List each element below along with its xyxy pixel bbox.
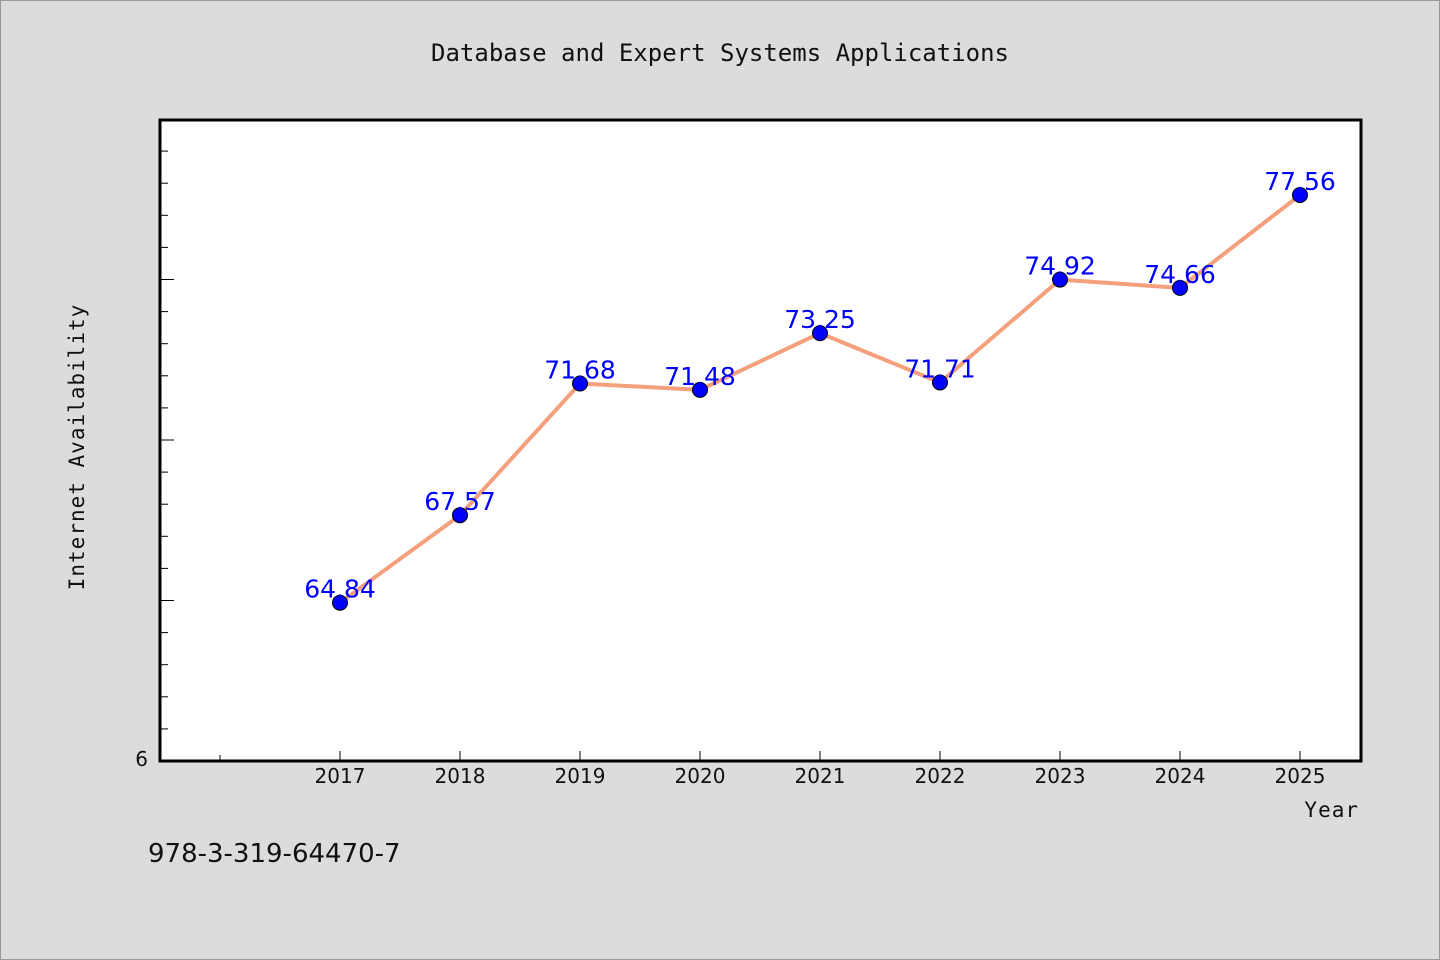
data-point	[1172, 279, 1188, 296]
x-tick-label: 2018	[435, 764, 486, 788]
data-label: 64.84	[304, 575, 376, 604]
x-tick-label: 2017	[315, 764, 366, 788]
data-labels: 64.84 67.57 71.68 71.48 73.25 71.71 74.92 74.66…	[304, 167, 1336, 604]
data-point	[812, 325, 828, 342]
x-axis-title: Year	[1304, 798, 1359, 822]
data-point	[932, 374, 948, 391]
data-label: 73.25	[784, 305, 856, 334]
data-label: 71.48	[664, 362, 736, 391]
data-label: 67.57	[424, 487, 496, 516]
data-point	[572, 375, 588, 392]
data-point	[332, 594, 348, 611]
x-tick-label: 2025	[1275, 764, 1326, 788]
y-axis-title: Internet Availability	[65, 304, 89, 591]
data-point	[1292, 187, 1308, 203]
x-axis-ticks: 2017 2018 2019 2020 2021 2022 2023 2024 2025	[219, 751, 1326, 788]
x-tick-label: 2021	[795, 764, 846, 788]
plot-border	[158, 118, 1363, 763]
x-tick-label: 2020	[675, 764, 726, 788]
x-tick-label: 2022	[915, 764, 966, 788]
x-tick-label: 2019	[555, 764, 606, 788]
x-tick-label: 2023	[1035, 764, 1086, 788]
x-tick-label: 2024	[1155, 764, 1206, 788]
data-label: 71.68	[544, 356, 616, 385]
plot-area	[160, 120, 1361, 761]
data-label: 74.66	[1144, 260, 1216, 289]
data-point	[452, 507, 468, 524]
chart-title: Database and Expert Systems Applications	[431, 39, 1009, 67]
data-label: 77.56	[1264, 167, 1336, 196]
isbn-label: 978-3-319-64470-7	[148, 839, 401, 869]
y-tick-label: 6	[135, 747, 148, 771]
data-point	[1052, 271, 1068, 288]
data-label: 74.92	[1024, 252, 1096, 281]
data-point	[692, 381, 708, 398]
data-label: 71.71	[904, 355, 976, 384]
series-markers	[332, 187, 1308, 611]
